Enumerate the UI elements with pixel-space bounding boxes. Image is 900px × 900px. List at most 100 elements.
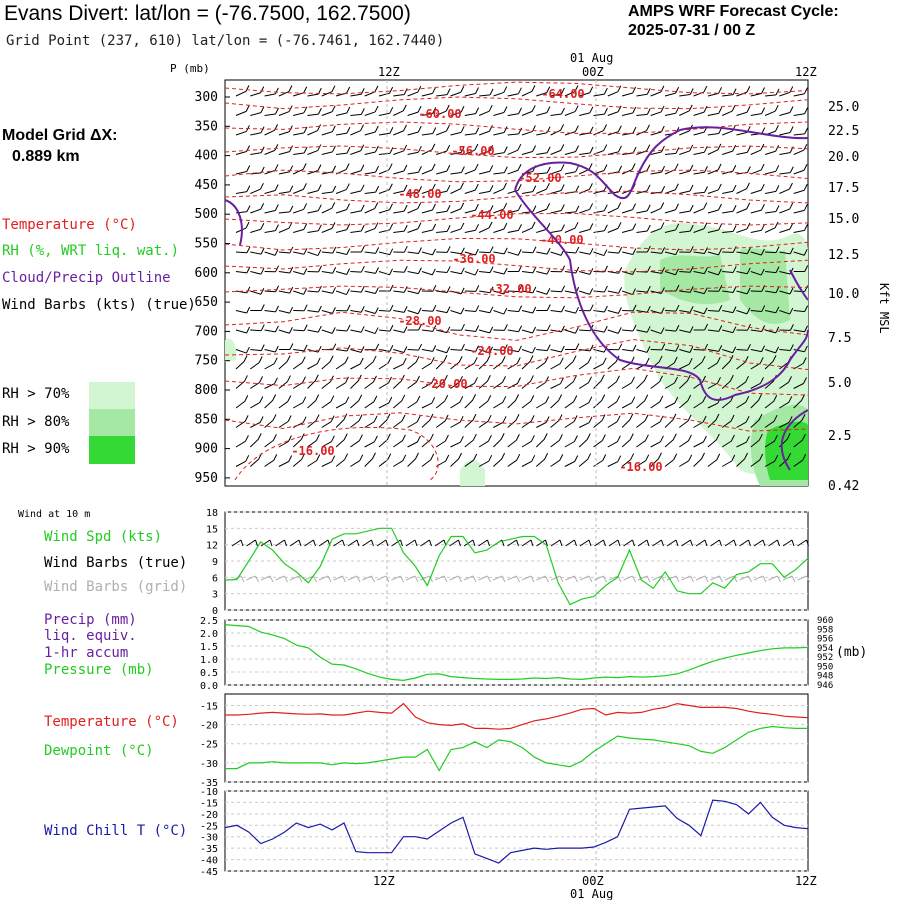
wind-barb — [593, 305, 608, 313]
wind-barb — [679, 104, 693, 116]
surface-wind-barb-grid — [565, 575, 578, 583]
wind-barb — [478, 375, 491, 389]
wind-barb — [636, 326, 651, 333]
wind-barb — [321, 266, 337, 274]
wind-barb — [707, 356, 721, 370]
top-tick-00z: 00Z — [582, 65, 604, 79]
wind-barb — [464, 433, 477, 448]
cloud-outline-seg — [789, 269, 809, 301]
wind-barb — [750, 325, 766, 333]
wind-barb — [350, 414, 363, 428]
wind-barb — [235, 185, 251, 194]
wind-barb — [679, 306, 694, 313]
wind-barb — [707, 107, 723, 116]
wind-barb — [407, 415, 421, 428]
wind-barb — [564, 375, 577, 389]
wind-barb — [693, 287, 708, 295]
wind-barb — [593, 204, 608, 214]
wind-barb — [407, 105, 422, 116]
wind-barb — [264, 305, 279, 313]
wind-barb — [693, 343, 709, 351]
wind-barb — [307, 124, 321, 136]
wind-barb — [621, 433, 634, 448]
wind-barb — [335, 183, 350, 194]
isotherm — [224, 412, 809, 432]
wind-barb — [307, 144, 322, 155]
wind-barb — [478, 434, 492, 448]
wind-barb — [307, 454, 321, 467]
surface-wind-barb-grid — [536, 575, 549, 583]
wind-barb — [650, 145, 665, 155]
wind-barb — [364, 267, 379, 274]
wind-barb — [779, 182, 793, 194]
wind-barb — [521, 246, 537, 254]
isotherm-label: -48.00 — [398, 187, 441, 201]
isotherm-label: -32.00 — [488, 282, 531, 296]
surface-wind-barb-true — [333, 539, 345, 547]
wind-barb — [493, 146, 508, 155]
wind-barb — [621, 413, 634, 428]
wind-barb — [736, 356, 749, 370]
wind-barb — [435, 414, 449, 428]
pressure-tick-right: 958 — [817, 625, 833, 635]
wind-barb — [750, 377, 764, 389]
wind-barb — [493, 267, 508, 275]
surface-wind-barb-grid — [623, 575, 636, 583]
pressure-tick: 550 — [195, 237, 218, 252]
wind-barb — [564, 415, 578, 428]
wind-barb — [793, 204, 808, 214]
wind-barb — [450, 395, 464, 409]
wind-barb — [693, 186, 708, 194]
wind-barb — [350, 245, 365, 253]
wind-barb — [722, 306, 737, 314]
wind-barb — [479, 266, 494, 274]
wind-barb — [479, 205, 494, 214]
wind-barb — [664, 304, 680, 312]
wind-barb — [278, 326, 293, 334]
wind-barb — [707, 305, 723, 312]
temperature-tick: -30 — [200, 759, 218, 770]
wind-barb — [607, 343, 623, 351]
surface-wind-barb-grid — [318, 575, 332, 583]
wind-barb — [693, 435, 707, 448]
wind-barb — [564, 306, 580, 314]
wind-barb — [564, 246, 580, 254]
wind-barb — [235, 375, 248, 389]
wind-barb — [450, 202, 465, 214]
wind-barb — [707, 376, 721, 389]
wind-barb — [593, 434, 606, 448]
wind-barb — [450, 267, 465, 275]
wind-barb — [335, 106, 351, 116]
wind-barb — [407, 247, 422, 255]
wind-barb — [579, 223, 594, 233]
surface-wind-barb-true — [782, 539, 795, 547]
rh-70-region-b — [460, 459, 485, 486]
wind-barb — [593, 454, 607, 467]
wind-barb — [593, 285, 608, 293]
wind-barb — [693, 452, 705, 467]
wind-barb — [793, 345, 808, 353]
wind-barb — [679, 286, 694, 293]
wind-barb — [664, 453, 678, 467]
cloud-outline — [224, 126, 809, 471]
wind-barb — [321, 145, 336, 155]
wind-barb — [750, 345, 766, 353]
wind-barb — [707, 143, 722, 155]
wind-barb — [636, 346, 651, 353]
surface-wind-barb-true — [681, 539, 693, 547]
wind-barb — [764, 165, 780, 175]
wind-barb — [321, 415, 335, 428]
surface-wind-barb-grid — [347, 575, 361, 583]
wind-barb — [550, 87, 565, 97]
wind-barb — [521, 105, 536, 116]
isotherm — [224, 190, 809, 204]
surface-wind-barb-true — [521, 539, 534, 547]
wind-barb — [564, 205, 580, 214]
wind-barb — [621, 376, 635, 389]
pressure-axis-label: P (mb) — [170, 62, 210, 75]
wind-speed-tick: 18 — [206, 508, 218, 519]
wind-barb — [507, 305, 523, 313]
surface-wind-barb-grid — [405, 575, 419, 583]
isotherm — [224, 96, 809, 110]
wind-barb — [536, 247, 551, 255]
